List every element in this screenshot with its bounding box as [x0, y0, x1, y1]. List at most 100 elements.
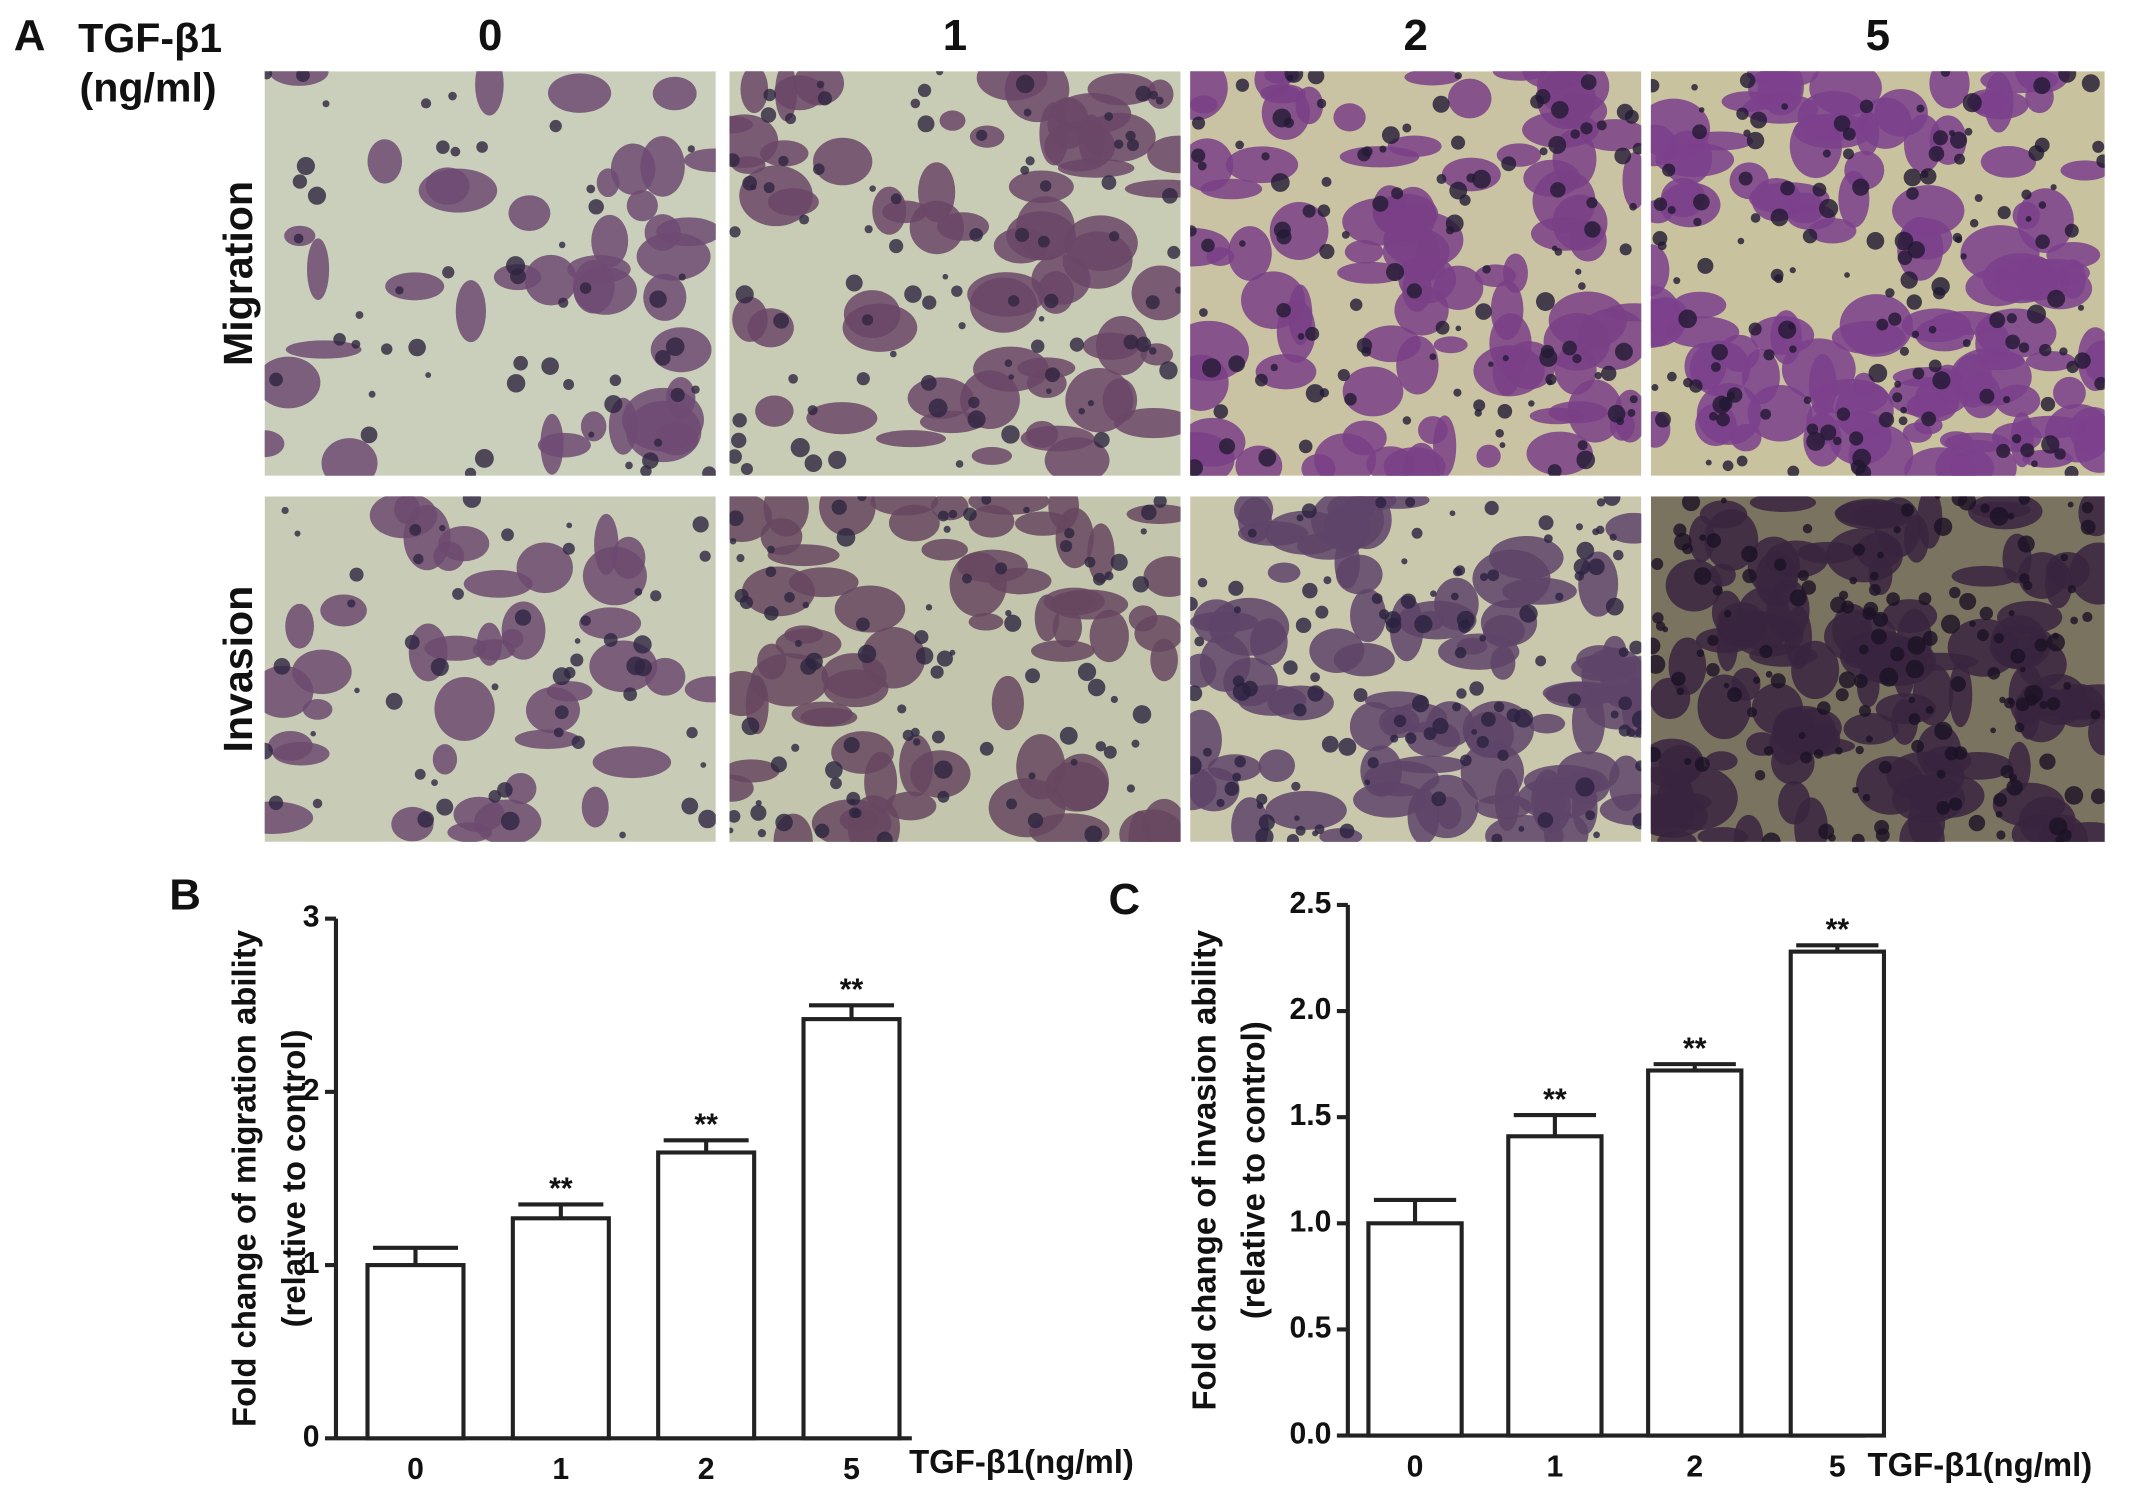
cell-nucleus [1592, 528, 1600, 536]
cell-nucleus [2096, 154, 2105, 168]
cell-nucleus [736, 554, 745, 563]
cell-nucleus [1739, 72, 1756, 89]
cell-cluster [424, 635, 487, 661]
cell-nucleus [1493, 701, 1505, 713]
cell-nucleus [1693, 567, 1712, 585]
cell-nucleus [1916, 104, 1925, 113]
cell-nucleus [650, 590, 662, 602]
y-tick-label: 2 [303, 1074, 320, 1107]
cell-nucleus [1405, 732, 1417, 744]
micrograph-content [729, 71, 1181, 476]
cell-nucleus [1454, 647, 1467, 659]
cell-nucleus [1635, 760, 1642, 772]
cell-nucleus [580, 615, 591, 626]
cell-nucleus [2092, 140, 2105, 153]
cell-nucleus [1650, 654, 1666, 674]
cell-nucleus [1272, 108, 1292, 128]
cell-nucleus [1716, 412, 1730, 427]
cell-cluster [1581, 647, 1642, 704]
cell-nucleus [448, 91, 457, 101]
cell-nucleus [922, 295, 937, 310]
cell-cluster [1622, 152, 1642, 209]
cell-nucleus [1707, 634, 1719, 647]
cell-cluster [1366, 446, 1415, 476]
cell-nucleus [788, 373, 798, 384]
cell-cluster [1433, 336, 1468, 354]
cell-cluster [463, 570, 533, 598]
cell-nucleus [1123, 334, 1139, 350]
cell-nucleus [1190, 596, 1198, 611]
cell-nucleus [2039, 343, 2052, 357]
cell-nucleus [1822, 149, 1831, 158]
cell-nucleus [2024, 684, 2043, 704]
cell-cluster [1658, 744, 1703, 784]
cell-nucleus [1194, 636, 1205, 647]
cell-nucleus [1472, 169, 1491, 189]
cell-nucleus [570, 653, 584, 667]
x-tick-label: 2 [698, 1453, 715, 1486]
cell-nucleus [1235, 78, 1250, 92]
cell-cluster [320, 594, 367, 627]
cell-cluster [1528, 713, 1566, 734]
cell-nucleus [794, 640, 802, 648]
cell-cluster [1269, 202, 1329, 260]
cell-nucleus [431, 779, 438, 786]
cell-nucleus [1155, 96, 1164, 105]
cell-nucleus [1869, 571, 1879, 581]
cell-nucleus [1454, 72, 1462, 80]
cell-nucleus [354, 687, 360, 694]
cell-nucleus [1435, 320, 1450, 335]
cell-nucleus [1969, 219, 1979, 228]
cell-cluster [264, 430, 285, 458]
cell-nucleus [686, 727, 698, 739]
cell-nucleus [1506, 708, 1521, 723]
cell-cluster [739, 165, 813, 227]
cell-cluster [1502, 577, 1577, 605]
cell-nucleus [1993, 633, 2004, 644]
cell-nucleus [1551, 245, 1558, 252]
cell-nucleus [1843, 148, 1854, 160]
cell-nucleus [1450, 592, 1459, 601]
cell-nucleus [1952, 232, 1963, 243]
cell-nucleus [1968, 814, 1986, 832]
cell-nucleus [2018, 342, 2030, 353]
cell-nucleus [640, 465, 652, 476]
cell-nucleus [1655, 621, 1666, 631]
cell-cluster [1394, 285, 1449, 336]
cell-cluster [367, 139, 403, 184]
cell-nucleus [1996, 443, 2011, 459]
x-tick-label: 1 [552, 1453, 569, 1486]
cell-nucleus [1190, 225, 1197, 237]
cell-nucleus [1950, 131, 1968, 149]
cell-nucleus [2026, 304, 2046, 324]
cell-nucleus [1543, 534, 1553, 544]
cell-nucleus [1025, 668, 1040, 684]
cell-nucleus [1865, 735, 1873, 743]
cell-nucleus [1797, 570, 1809, 581]
cell-nucleus [1765, 670, 1773, 678]
cell-nucleus [1850, 459, 1867, 475]
cell-nucleus [691, 385, 700, 394]
cell-cluster [1333, 642, 1395, 677]
cell-nucleus [1838, 671, 1856, 689]
cell-nucleus [563, 666, 576, 679]
cell-nucleus [845, 274, 863, 292]
cell-nucleus [1855, 745, 1864, 755]
cell-nucleus [1629, 202, 1637, 211]
cell-cluster [1447, 78, 1492, 119]
cell-nucleus [1445, 226, 1455, 235]
micrograph-content [729, 496, 1181, 842]
cell-nucleus [1070, 758, 1078, 766]
cell-cluster [1793, 113, 1874, 149]
cell-nucleus [1806, 423, 1819, 435]
cell-nucleus [910, 98, 921, 109]
cell-nucleus [1760, 408, 1772, 420]
cell-nucleus [1979, 606, 1993, 621]
cell-nucleus [1948, 797, 1963, 811]
cell-nucleus [739, 595, 753, 610]
cell-nucleus [1746, 131, 1765, 150]
cell-nucleus [1618, 647, 1629, 658]
cell-nucleus [1454, 565, 1466, 576]
cell-nucleus [439, 524, 446, 532]
cell-cluster [1951, 565, 2019, 587]
